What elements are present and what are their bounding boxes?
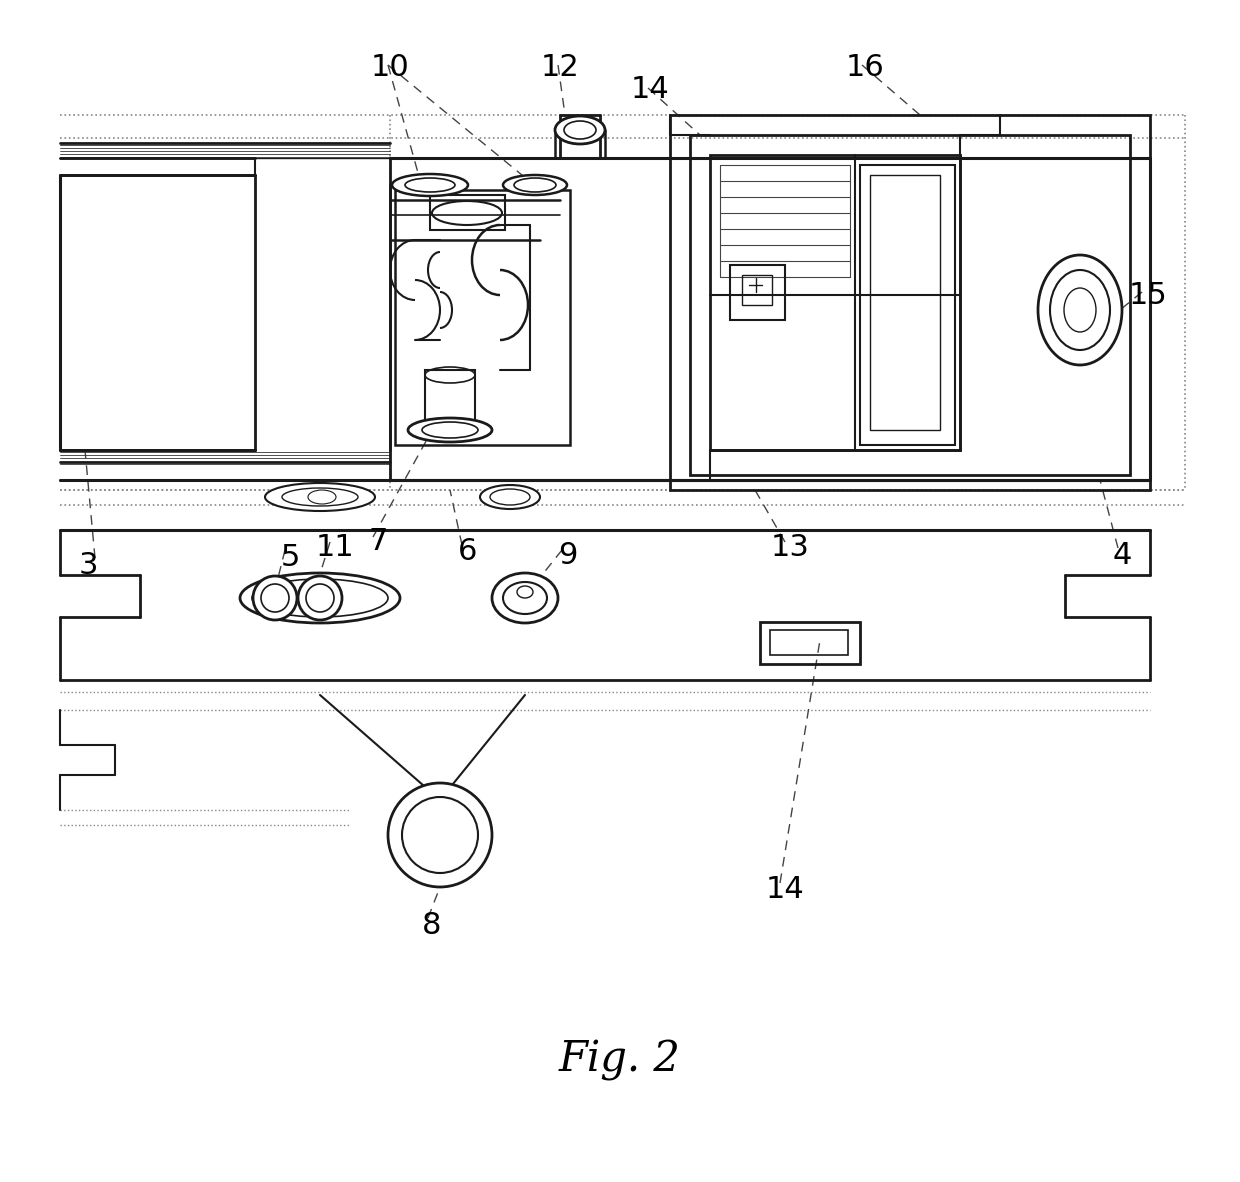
Ellipse shape — [503, 175, 567, 195]
Ellipse shape — [492, 573, 558, 623]
Bar — [670, 115, 1149, 491]
Text: 4: 4 — [1112, 540, 1132, 570]
Circle shape — [388, 782, 492, 886]
Bar — [742, 275, 773, 305]
Text: 12: 12 — [541, 53, 579, 83]
Ellipse shape — [265, 483, 374, 511]
Text: 3: 3 — [78, 551, 98, 579]
Bar — [730, 265, 785, 320]
Text: 15: 15 — [1128, 280, 1167, 310]
Text: 8: 8 — [423, 910, 441, 940]
Bar — [430, 195, 505, 230]
Circle shape — [253, 576, 298, 621]
Ellipse shape — [408, 418, 492, 442]
Text: 5: 5 — [280, 544, 300, 572]
Bar — [689, 135, 1130, 475]
Text: 6: 6 — [459, 538, 477, 566]
Text: 14: 14 — [765, 876, 805, 904]
Ellipse shape — [1038, 255, 1122, 365]
Text: 16: 16 — [846, 53, 884, 83]
Text: 11: 11 — [316, 533, 355, 563]
Bar — [861, 165, 955, 444]
Bar — [770, 630, 848, 655]
Ellipse shape — [480, 485, 539, 509]
Text: 7: 7 — [368, 527, 388, 557]
Text: Fig. 2: Fig. 2 — [559, 1039, 681, 1082]
Ellipse shape — [241, 573, 401, 623]
Ellipse shape — [556, 116, 605, 144]
Text: 10: 10 — [371, 53, 409, 83]
Bar — [760, 622, 861, 664]
Text: 13: 13 — [770, 533, 810, 563]
Bar — [870, 175, 940, 430]
Text: 9: 9 — [558, 540, 578, 570]
Circle shape — [298, 576, 342, 621]
Bar — [425, 370, 475, 426]
Text: 14: 14 — [631, 76, 670, 104]
Ellipse shape — [392, 174, 467, 196]
Bar — [711, 155, 960, 450]
Bar — [396, 190, 570, 444]
